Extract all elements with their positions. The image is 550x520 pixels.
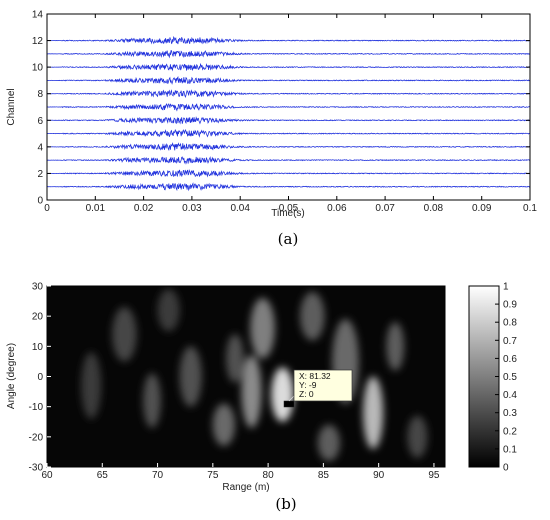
chart-a-x-tick-label: 0.05 — [279, 203, 299, 214]
heatmap-blob — [386, 322, 405, 371]
chart-a-x-tick-label: 0.06 — [327, 203, 347, 214]
heatmap-blob — [407, 415, 428, 458]
datatip-x: X: 81.32 — [299, 371, 331, 381]
colorbar-tick-label: 0.9 — [503, 300, 517, 311]
colorbar-ticks: 0 0.1 0.2 0.3 0.4 0.5 0.6 0.7 0.8 0.9 1 — [495, 282, 517, 474]
chart-a-y-tick-label: 14 — [32, 10, 44, 21]
colorbar-tick-label: 0.1 — [503, 444, 517, 455]
channel-trace-10 — [46, 62, 531, 72]
chart-b-y-tick-label: 0 — [37, 372, 43, 383]
chart-b-x-tick-label: 65 — [97, 470, 109, 481]
channel-trace-7 — [46, 103, 531, 112]
chart-a-y-tick-label: 0 — [37, 196, 43, 207]
channel-trace-2 — [46, 168, 531, 178]
channel-trace-4 — [46, 142, 531, 152]
chart-b-x-tick-label: 75 — [207, 470, 219, 481]
chart-a-x-tick-label: 0 — [44, 203, 50, 214]
heatmap-blob — [112, 307, 137, 362]
chart-b-y-axis-label: Angle (degree) — [6, 343, 17, 409]
colorbar: 0 0.1 0.2 0.3 0.4 0.5 0.6 0.7 0.8 0.9 1 — [468, 282, 517, 474]
channel-trace-9 — [46, 76, 531, 85]
channel-trace-1 — [46, 182, 531, 192]
chart-b-x-tick-label: 60 — [41, 470, 53, 481]
chart-a-x-tick-label: 0.1 — [523, 203, 537, 214]
chart-a-y-tick-label: 10 — [32, 63, 44, 74]
datatip-marker — [283, 400, 295, 408]
chart-a-x-tick-label: 0.03 — [182, 203, 202, 214]
channel-traces — [46, 35, 531, 192]
heatmap-blob — [300, 292, 325, 341]
panel-label-b: (b) — [275, 495, 296, 513]
colorbar-tick-label: 0.6 — [503, 354, 517, 365]
chart-b-x-axis-label: Range (m) — [222, 482, 269, 493]
datatip-y: Y: -9 — [299, 380, 317, 390]
heatmap-blob — [226, 334, 244, 383]
chart-b-x-tick-label: 85 — [318, 470, 330, 481]
chart-b-x-tick-label: 95 — [428, 470, 440, 481]
channel-trace-6 — [46, 116, 531, 125]
chart-b-x-ticks: 60 65 70 75 80 85 90 95 — [41, 463, 440, 481]
colorbar-tick-label: 1 — [503, 282, 509, 293]
chart-a-y-tick-label: 8 — [37, 89, 43, 100]
chart-a-y-tick-label: 4 — [37, 142, 43, 153]
colorbar-tick-label: 0.8 — [503, 318, 517, 329]
heatmap-blob — [250, 298, 275, 359]
heatmap-blob — [143, 373, 161, 428]
chart-b-x-tick-label: 90 — [373, 470, 385, 481]
chart-a-x-tick-label: 0.02 — [134, 203, 154, 214]
chart-b-y-tick-label: 20 — [32, 312, 44, 323]
colorbar-tick-label: 0.7 — [503, 336, 517, 347]
colorbar-gradient — [468, 285, 500, 468]
heatmap-blob — [271, 367, 294, 422]
channel-trace-12 — [46, 35, 531, 45]
chart-a-y-axis-label: Channel — [6, 88, 17, 125]
datatip[interactable]: X: 81.32 Y: -9 Z: 0 — [283, 369, 353, 408]
chart-a-x-tick-label: 0.08 — [424, 203, 444, 214]
channel-trace-3 — [46, 156, 531, 165]
heatmap-blob — [179, 346, 202, 407]
chart-a-x-tick-label: 0.07 — [375, 203, 395, 214]
datatip-z: Z: 0 — [299, 389, 314, 399]
chart-b-y-tick-label: 30 — [32, 282, 44, 293]
colorbar-tick-label: 0.2 — [503, 426, 517, 437]
heatmap-cells — [81, 289, 428, 461]
datatip-box — [293, 369, 353, 402]
heatmap-blob — [363, 376, 384, 449]
panel-label-a: (a) — [278, 230, 299, 248]
chart-a: 0 0.01 0.02 0.03 0.04 0.05 0.06 0.07 0.08 0.09 0.1… — [6, 10, 537, 249]
chart-b-y-tick-label: 10 — [32, 342, 44, 353]
chart-a-x-tick-label: 0.01 — [86, 203, 106, 214]
colorbar-tick-label: 0.5 — [503, 372, 517, 383]
chart-a-x-axis-label: Time(s) — [271, 208, 305, 219]
heatmap-blob — [317, 424, 340, 461]
heatmap-blob — [81, 352, 102, 419]
datatip-leader — [288, 395, 295, 402]
chart-a-x-tick-label: 0.04 — [230, 203, 250, 214]
chart-b-y-ticks: -30 -20 -10 0 10 20 30 — [29, 282, 51, 474]
chart-a-y-ticks: 0 2 4 6 8 10 12 14 — [32, 10, 530, 207]
channel-trace-11 — [46, 50, 531, 59]
chart-b-y-tick-label: -20 — [29, 432, 44, 443]
chart-b-x-tick-label: 80 — [263, 470, 275, 481]
channel-trace-5 — [46, 128, 531, 138]
heatmap-blob — [157, 289, 180, 332]
chart-b-y-tick-label: -30 — [29, 463, 44, 474]
chart-a-x-tick-label: 0.09 — [472, 203, 492, 214]
chart-a-y-tick-label: 12 — [32, 36, 44, 47]
chart-a-x-ticks: 0 0.01 0.02 0.03 0.04 0.05 0.06 0.07 0.08 0.09 0.1 — [44, 14, 537, 214]
colorbar-tick-label: 0 — [503, 463, 509, 474]
chart-a-y-tick-label: 2 — [37, 169, 43, 180]
colorbar-tick-label: 0.3 — [503, 408, 517, 419]
channel-trace-8 — [46, 89, 531, 98]
chart-b-x-tick-label: 70 — [152, 470, 164, 481]
heatmap-blob — [241, 355, 262, 428]
heatmap-blob — [212, 403, 235, 446]
colorbar-tick-label: 0.4 — [503, 390, 517, 401]
chart-a-y-tick-label: 6 — [37, 116, 43, 127]
chart-b-y-tick-label: -10 — [29, 402, 44, 413]
